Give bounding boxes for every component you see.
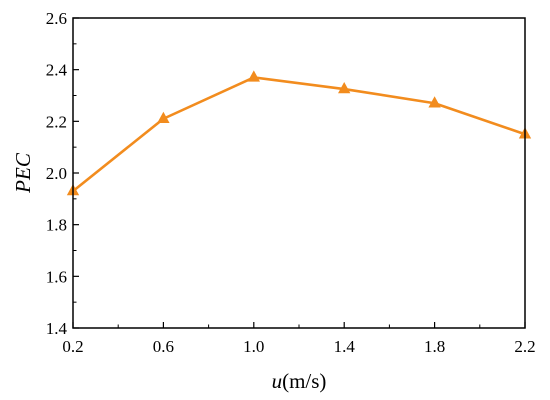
x-axis-title: u(m/s)	[272, 369, 327, 393]
x-tick-label: 1.4	[334, 337, 356, 356]
x-tick-label: 0.2	[62, 337, 83, 356]
series-line	[72, 76, 526, 193]
x-axis-title-unit: (m/s)	[282, 369, 326, 393]
plot-frame	[72, 17, 526, 329]
y-tick-label: 2.4	[46, 61, 68, 80]
x-tick-label: 2.2	[514, 337, 535, 356]
x-tick-label: 1.8	[424, 337, 445, 356]
data-point-marker	[338, 82, 351, 94]
y-tick-label: 2.0	[46, 164, 67, 183]
y-tick-label: 2.2	[46, 112, 67, 131]
y-tick-label: 1.8	[46, 216, 67, 235]
data-point-marker	[428, 96, 441, 108]
data-point-marker	[157, 111, 170, 123]
series-layer	[66, 70, 532, 196]
x-axis-title-variable: u	[272, 369, 283, 393]
plot-area	[66, 70, 532, 196]
y-tick-label: 1.4	[46, 319, 68, 338]
y-axis-title: PEC	[11, 152, 35, 194]
axis-ticks: 0.2 0.6 1.0 1.4 1.8 2.2 1.4 1.6 1.8 2.0 2.2 2.4 2.6	[46, 9, 536, 356]
x-tick-label: 1.0	[243, 337, 264, 356]
data-point-marker	[247, 70, 260, 82]
y-tick-label: 2.6	[46, 9, 67, 28]
x-tick-label: 0.6	[153, 337, 174, 356]
y-tick-label: 1.6	[46, 267, 67, 286]
